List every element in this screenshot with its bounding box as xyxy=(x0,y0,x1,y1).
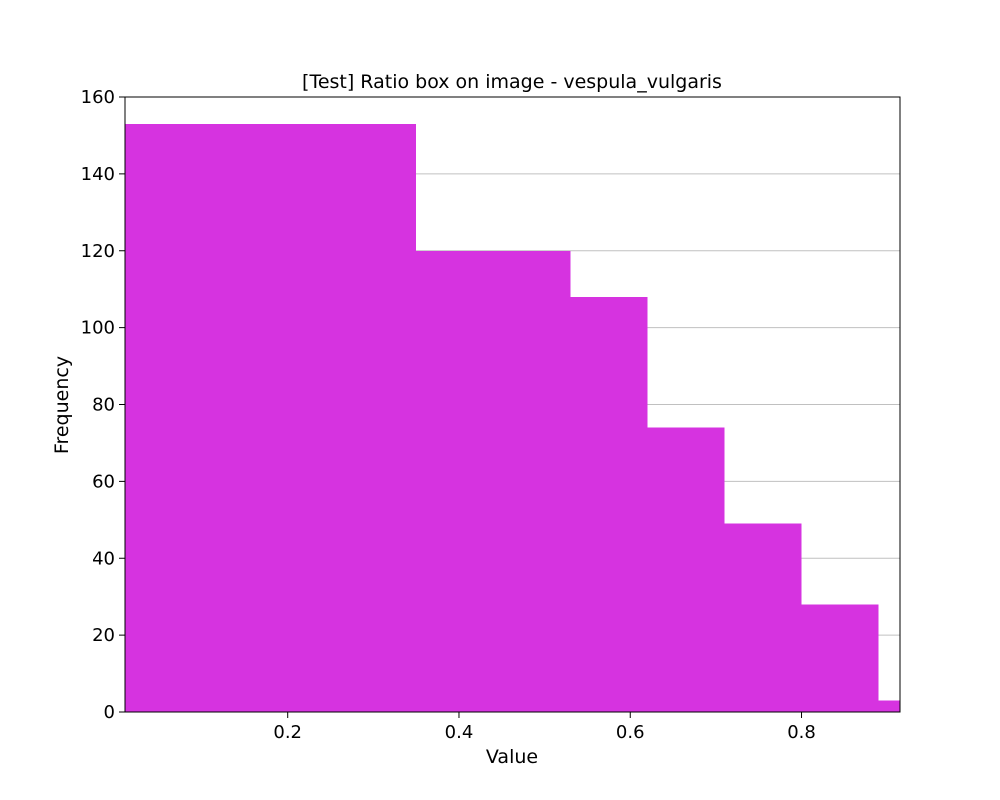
y-axis-ticks: 0 20 40 60 80 100 120 140 160 xyxy=(81,87,125,723)
y-axis-label: Frequency xyxy=(51,356,73,454)
x-axis-ticks: 0.2 0.4 0.6 0.8 xyxy=(273,712,816,743)
y-tick-label-7: 140 xyxy=(81,164,115,185)
y-tick-label-3: 60 xyxy=(92,471,115,492)
histogram-bar-4 xyxy=(724,523,802,712)
y-tick-label-0: 0 xyxy=(104,702,115,723)
x-tick-label-3: 0.8 xyxy=(787,722,816,743)
y-tick-label-4: 80 xyxy=(92,395,115,416)
y-tick-label-6: 120 xyxy=(81,241,115,262)
histogram-bar-6 xyxy=(878,700,900,712)
y-tick-label-2: 40 xyxy=(92,548,115,569)
y-tick-label-1: 20 xyxy=(92,625,115,646)
x-tick-label-1: 0.4 xyxy=(445,722,474,743)
histogram-bar-1 xyxy=(416,250,571,712)
x-tick-label-2: 0.6 xyxy=(616,722,645,743)
histogram-bar-3 xyxy=(647,427,725,712)
x-axis-label: Value xyxy=(486,746,538,768)
chart-title: [Test] Ratio box on image - vespula_vulg… xyxy=(302,71,722,93)
y-tick-label-8: 160 xyxy=(81,87,115,108)
histogram-bar-5 xyxy=(801,604,879,712)
histogram-bars xyxy=(125,123,900,712)
x-tick-label-0: 0.2 xyxy=(273,722,302,743)
y-tick-label-5: 100 xyxy=(81,318,115,339)
histogram-bar-2 xyxy=(570,296,648,712)
histogram-bar-0 xyxy=(125,123,417,712)
